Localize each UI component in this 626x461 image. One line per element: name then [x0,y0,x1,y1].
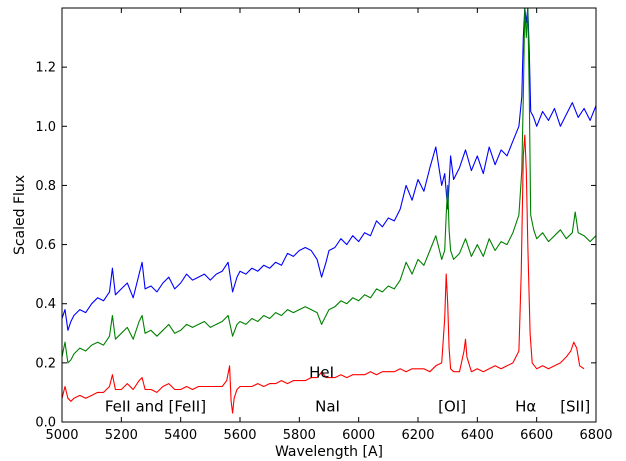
line-annotation: Hα [515,398,536,416]
plot-frame [61,7,597,423]
y-tick-label: 1.0 [35,120,56,135]
y-tick-label: 1.2 [35,61,56,76]
annotation-layer: FeII and [FeII] NaI HeI [OI] Hα [SII] [105,364,590,416]
series-line-1 [62,8,596,364]
series-line-0 [62,8,596,331]
x-tick-label: 5600 [223,428,256,443]
y-axis-label: Scaled Flux [12,175,28,255]
x-tick-label: 6200 [401,428,434,443]
x-tick-label: 6000 [342,428,375,443]
x-tick-label: 5400 [164,428,197,443]
x-tick-label: 5200 [105,428,138,443]
x-tick-label: 6600 [520,428,553,443]
line-annotation: HeI [309,364,334,382]
line-annotation: [OI] [438,398,466,416]
y-tick-label: 0.8 [35,179,56,194]
y-tick-label: 0.2 [35,356,56,371]
ticks-layer: 5000 5200 5400 5600 5800 6000 6200 6400 6600 6800… [35,8,613,443]
line-annotation: FeII and [FeII] [105,398,206,416]
y-tick-label: 0.0 [35,416,56,431]
x-tick-label: 6400 [461,428,494,443]
series-layer [62,8,596,414]
line-annotation: [SII] [560,398,590,416]
x-axis-label: Wavelength [A] [275,444,383,460]
x-tick-label: 6800 [579,428,612,443]
series-line-2 [62,134,585,414]
y-tick-label: 0.6 [35,238,56,253]
x-tick-label: 5000 [45,428,78,443]
line-annotation: NaI [315,398,340,416]
y-tick-label: 0.4 [35,297,56,312]
x-tick-label: 5800 [283,428,316,443]
